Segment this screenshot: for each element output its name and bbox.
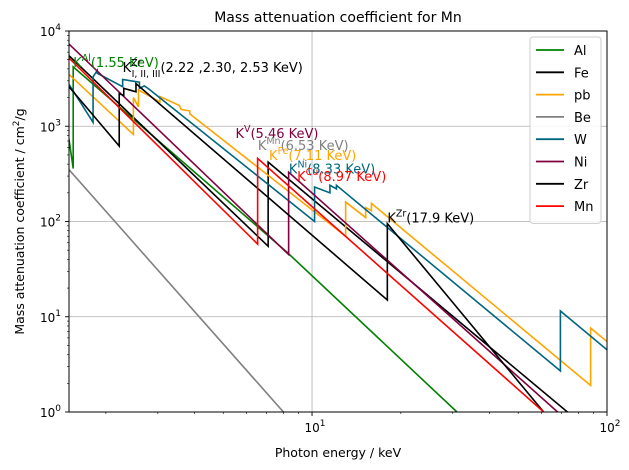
chart-title: Mass attenuation coefficient for Mn (214, 10, 462, 26)
series-line-zr (69, 81, 545, 412)
series-line-be (69, 169, 285, 412)
y-tick-label: 101 (40, 309, 61, 325)
y-axis-title-tail: /g (12, 108, 27, 120)
y-tick-label: 102 (40, 214, 61, 230)
series-line-pb (69, 73, 607, 388)
legend-label-ni: Ni (574, 156, 587, 171)
annotations: KAl(1.55 KeV)KZr I, II, III(2.22 ,2.30, 2… (73, 53, 474, 226)
legend-label-fe: Fe (574, 66, 589, 81)
y-tick-label: 103 (40, 118, 61, 134)
series-line-mn (69, 57, 545, 412)
annotation-zr: KZr I, II, III(2.22 ,2.30, 2.53 KeV) (123, 58, 303, 80)
series-line-fe (69, 55, 569, 412)
legend: Al Fe pb Be W Ni Zr Mn (529, 36, 602, 224)
series-line-ni (69, 43, 559, 412)
ticks: 101 102 100 101 102 103 104 (40, 23, 621, 435)
y-tick-label: 104 (40, 23, 61, 39)
annotation-mn: KMn(6.53 KeV) (258, 136, 349, 154)
legend-label-w: W (574, 133, 587, 148)
legend-label-pb: pb (574, 89, 591, 104)
y-tick-label: 100 (40, 404, 61, 420)
x-tick-label: 101 (305, 419, 326, 435)
legend-label-zr: Zr (574, 178, 589, 193)
annotation-cu: KCu(8.97 KeV) (297, 167, 386, 185)
series-layer (69, 43, 607, 412)
annotation-al: KAl(1.55 KeV) (73, 53, 159, 71)
annotation-fe: KFe(7.11 KeV) (269, 146, 356, 164)
annotation-ni: KNi(8.33 KeV) (289, 159, 375, 177)
y-axis-title-main: Mass attenuation coefficient / cm (12, 126, 27, 334)
y-axis-title: Mass attenuation coefficient / cm2/g (12, 108, 27, 334)
legend-label-be: Be (574, 111, 591, 126)
y-axis-title-sup: 2 (12, 121, 22, 127)
legend-label-mn: Mn (574, 200, 593, 215)
x-axis-title: Photon energy / keV (275, 445, 402, 460)
annotation-zr: KZr(17.9 KeV) (387, 208, 474, 226)
annotation-v: KV(5.46 KeV) (235, 124, 318, 142)
legend-label-al: Al (574, 44, 587, 59)
x-tick-label: 102 (599, 419, 620, 435)
legend-box (529, 36, 602, 224)
series-line-al (69, 65, 459, 412)
